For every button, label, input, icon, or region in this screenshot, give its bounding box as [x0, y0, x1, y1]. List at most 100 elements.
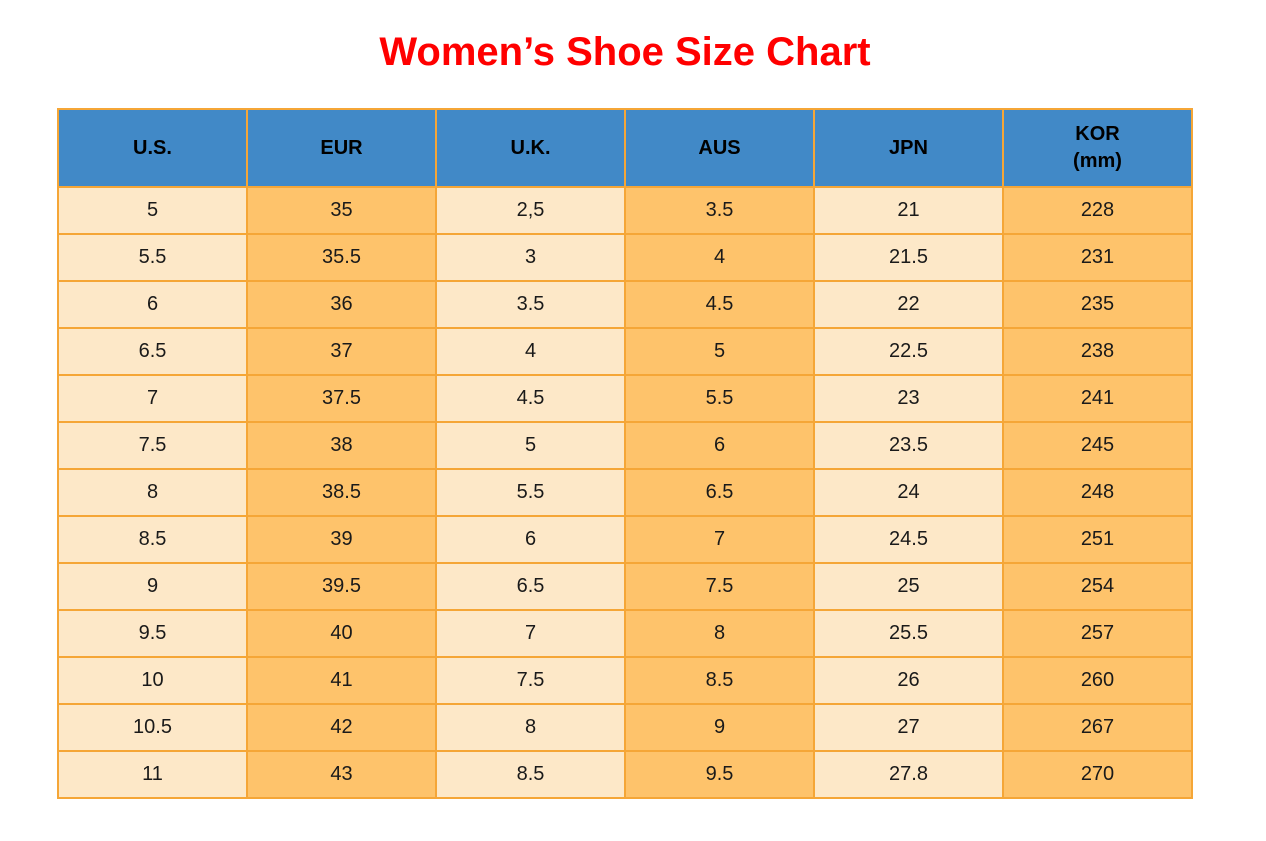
title-container: Women’s Shoe Size Chart [57, 30, 1193, 74]
size-cell: 37 [246, 327, 437, 376]
column-header-jpn: JPN [813, 108, 1004, 188]
size-cell: 5.5 [57, 233, 248, 282]
size-cell: 26 [813, 656, 1004, 705]
table-body: 5 35 2,5 3.5 21 228 5.5 35.5 3 4 21.5 231 6 36 3.5 4.5 2… [57, 186, 1193, 799]
table-row: 7.5 38 5 6 23.5 245 [57, 421, 1193, 470]
size-cell: 36 [246, 280, 437, 329]
size-cell: 40 [246, 609, 437, 658]
size-cell: 7.5 [624, 562, 815, 611]
size-cell: 5.5 [435, 468, 626, 517]
column-header-sublabel: (mm) [1073, 150, 1122, 172]
table-row: 11 43 8.5 9.5 27.8 270 [57, 750, 1193, 799]
size-cell: 7 [624, 515, 815, 564]
table-row: 5.5 35.5 3 4 21.5 231 [57, 233, 1193, 282]
size-cell: 11 [57, 750, 248, 799]
size-cell: 6 [57, 280, 248, 329]
size-cell: 257 [1002, 609, 1193, 658]
column-header-label: U.S. [133, 136, 172, 159]
table-row: 9 39.5 6.5 7.5 25 254 [57, 562, 1193, 611]
size-cell: 8.5 [57, 515, 248, 564]
size-cell: 39 [246, 515, 437, 564]
size-cell: 23.5 [813, 421, 1004, 470]
size-cell: 5.5 [624, 374, 815, 423]
size-cell: 7.5 [57, 421, 248, 470]
size-cell: 38.5 [246, 468, 437, 517]
size-cell: 21.5 [813, 233, 1004, 282]
table-header-row: U.S. EUR U.K. AUS JPN KOR (mm) [57, 108, 1193, 188]
size-cell: 8 [57, 468, 248, 517]
table-row: 10.5 42 8 9 27 267 [57, 703, 1193, 752]
size-cell: 5 [57, 186, 248, 235]
size-cell: 35.5 [246, 233, 437, 282]
size-cell: 10.5 [57, 703, 248, 752]
table-row: 6.5 37 4 5 22.5 238 [57, 327, 1193, 376]
size-cell: 5 [435, 421, 626, 470]
size-cell: 270 [1002, 750, 1193, 799]
table-row: 6 36 3.5 4.5 22 235 [57, 280, 1193, 329]
size-cell: 6.5 [624, 468, 815, 517]
column-header-label: AUS [698, 136, 741, 159]
size-cell: 267 [1002, 703, 1193, 752]
size-cell: 228 [1002, 186, 1193, 235]
size-cell: 10 [57, 656, 248, 705]
size-cell: 6.5 [435, 562, 626, 611]
size-cell: 38 [246, 421, 437, 470]
size-cell: 238 [1002, 327, 1193, 376]
size-cell: 4.5 [624, 280, 815, 329]
size-cell: 8.5 [624, 656, 815, 705]
size-cell: 27.8 [813, 750, 1004, 799]
size-cell: 241 [1002, 374, 1193, 423]
size-cell: 9 [57, 562, 248, 611]
column-header-us: U.S. [57, 108, 248, 188]
size-cell: 22.5 [813, 327, 1004, 376]
table-row: 8.5 39 6 7 24.5 251 [57, 515, 1193, 564]
size-cell: 7 [435, 609, 626, 658]
size-cell: 37.5 [246, 374, 437, 423]
column-header-kor: KOR (mm) [1002, 108, 1193, 188]
size-cell: 6.5 [57, 327, 248, 376]
size-cell: 24.5 [813, 515, 1004, 564]
column-header-uk: U.K. [435, 108, 626, 188]
size-cell: 8.5 [435, 750, 626, 799]
size-cell: 9.5 [57, 609, 248, 658]
table-row: 7 37.5 4.5 5.5 23 241 [57, 374, 1193, 423]
shoe-size-table: U.S. EUR U.K. AUS JPN KOR (mm) 5 35 2,5 3.5 21 228 5… [57, 108, 1193, 799]
column-header-label: JPN [889, 136, 928, 159]
size-cell: 5 [624, 327, 815, 376]
table-header: U.S. EUR U.K. AUS JPN KOR (mm) [57, 108, 1193, 188]
size-cell: 21 [813, 186, 1004, 235]
size-cell: 35 [246, 186, 437, 235]
size-cell: 23 [813, 374, 1004, 423]
size-cell: 22 [813, 280, 1004, 329]
size-cell: 260 [1002, 656, 1193, 705]
size-cell: 3 [435, 233, 626, 282]
size-cell: 251 [1002, 515, 1193, 564]
table-row: 10 41 7.5 8.5 26 260 [57, 656, 1193, 705]
size-cell: 43 [246, 750, 437, 799]
size-cell: 4 [435, 327, 626, 376]
size-cell: 4.5 [435, 374, 626, 423]
size-cell: 2,5 [435, 186, 626, 235]
size-cell: 3.5 [435, 280, 626, 329]
size-cell: 42 [246, 703, 437, 752]
page-title: Women’s Shoe Size Chart [379, 30, 871, 74]
size-cell: 39.5 [246, 562, 437, 611]
column-header-label: KOR [1075, 123, 1120, 145]
table-row: 9.5 40 7 8 25.5 257 [57, 609, 1193, 658]
size-cell: 9 [624, 703, 815, 752]
size-cell: 245 [1002, 421, 1193, 470]
size-cell: 235 [1002, 280, 1193, 329]
column-header-label: U.K. [510, 136, 551, 159]
size-cell: 7.5 [435, 656, 626, 705]
size-cell: 254 [1002, 562, 1193, 611]
size-cell: 27 [813, 703, 1004, 752]
size-cell: 3.5 [624, 186, 815, 235]
table-row: 8 38.5 5.5 6.5 24 248 [57, 468, 1193, 517]
size-cell: 6 [435, 515, 626, 564]
size-cell: 41 [246, 656, 437, 705]
size-cell: 8 [624, 609, 815, 658]
column-header-label: EUR [320, 136, 363, 159]
table-row: 5 35 2,5 3.5 21 228 [57, 186, 1193, 235]
size-cell: 248 [1002, 468, 1193, 517]
column-header-aus: AUS [624, 108, 815, 188]
